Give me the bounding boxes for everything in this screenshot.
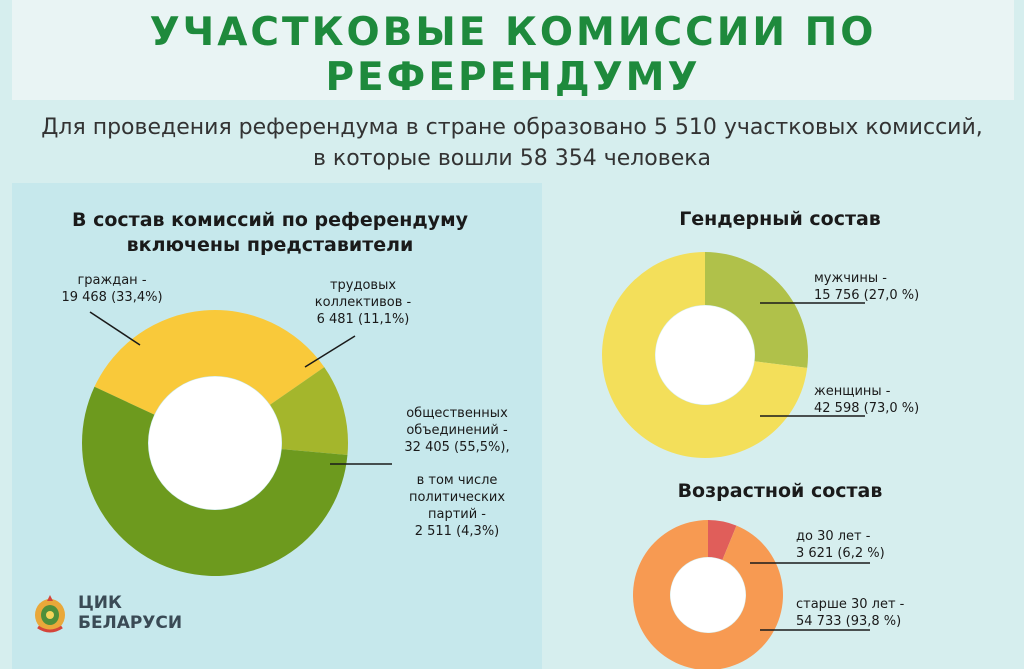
label-parties-line-4: 2 511 (4,3%) xyxy=(414,524,500,539)
age-hole xyxy=(670,557,746,633)
label-parties-line-3: партий - xyxy=(427,507,486,522)
label-women-line-1: женщины - xyxy=(814,384,891,399)
composition-slice-0 xyxy=(94,310,325,415)
gender-hole xyxy=(655,305,755,405)
subtitle: Для проведения референдума в стране обра… xyxy=(0,112,1024,174)
label-under-30: до 30 лет - 3 621 (6,2 %) xyxy=(796,528,936,562)
cik-logo: ЦИК БЕЛАРУСИ xyxy=(30,591,200,637)
label-public-line-2: объединений - xyxy=(406,423,508,438)
composition-title-line-2: включены представители xyxy=(126,234,414,256)
label-under-30-line-1: до 30 лет - xyxy=(796,529,871,544)
page-title: УЧАСТКОВЫЕ КОМИССИИ ПО РЕФЕРЕНДУМУ xyxy=(149,10,877,100)
label-over-30-line-2: 54 733 (93,8 %) xyxy=(796,614,902,629)
gender-chart-title: Гендерный состав xyxy=(679,208,881,230)
subtitle-line-1: Для проведения референдума в стране обра… xyxy=(41,115,983,140)
label-citizens: граждан - 19 468 (33,4%) xyxy=(52,272,172,306)
label-labor-line-2: коллективов - xyxy=(314,295,412,310)
age-slice-0 xyxy=(708,520,737,560)
composition-chart-title: В состав комиссий по референдуму включен… xyxy=(30,208,510,258)
gender-slice-0 xyxy=(705,252,808,368)
logo-line-1: ЦИК xyxy=(78,593,122,613)
label-over-30-line-1: старше 30 лет - xyxy=(796,597,905,612)
gender-slice-1 xyxy=(601,252,808,458)
title-banner: УЧАСТКОВЫЕ КОМИССИИ ПО РЕФЕРЕНДУМУ xyxy=(12,0,1014,100)
label-over-30: старше 30 лет - 54 733 (93,8 %) xyxy=(796,596,936,630)
label-women: женщины - 42 598 (73,0 %) xyxy=(814,383,954,417)
label-parties-line-2: политических xyxy=(408,490,506,505)
label-women-line-2: 42 598 (73,0 %) xyxy=(814,401,920,416)
logo-line-2: БЕЛАРУСИ xyxy=(78,613,183,633)
subtitle-line-2: в которые вошли 58 354 человека xyxy=(312,146,712,171)
label-under-30-line-2: 3 621 (6,2 %) xyxy=(796,546,885,561)
label-political-parties: в том числе политических партий - 2 511 … xyxy=(392,472,522,540)
leader-labor xyxy=(304,335,356,368)
composition-title-line-1: В состав комиссий по референдуму xyxy=(72,209,468,231)
label-men-line-1: мужчины - xyxy=(814,271,887,286)
label-men: мужчины - 15 756 (27,0 %) xyxy=(814,270,954,304)
label-public-associations: общественных объединений - 32 405 (55,5%… xyxy=(392,405,522,456)
label-public-line-3: 32 405 (55,5%), xyxy=(404,440,510,455)
label-parties-line-1: в том числе xyxy=(416,473,498,488)
age-chart-title: Возрастной состав xyxy=(677,480,883,502)
label-labor-line-3: 6 481 (11,1%) xyxy=(316,312,410,327)
label-public-line-1: общественных xyxy=(406,406,508,421)
leader-citizens xyxy=(89,311,141,346)
age-slice-1 xyxy=(633,520,783,669)
composition-hole xyxy=(148,376,282,510)
label-citizens-line-1: граждан - xyxy=(77,273,147,288)
composition-slice-1 xyxy=(270,367,349,456)
logo-text: ЦИК БЕЛАРУСИ xyxy=(78,593,182,633)
label-labor-line-1: трудовых xyxy=(329,278,397,293)
label-labor-collectives: трудовых коллективов - 6 481 (11,1%) xyxy=(298,277,428,328)
emblem-icon xyxy=(35,595,65,633)
label-citizens-line-2: 19 468 (33,4%) xyxy=(61,290,163,305)
composition-slice-2 xyxy=(81,386,348,577)
label-men-line-2: 15 756 (27,0 %) xyxy=(814,288,920,303)
